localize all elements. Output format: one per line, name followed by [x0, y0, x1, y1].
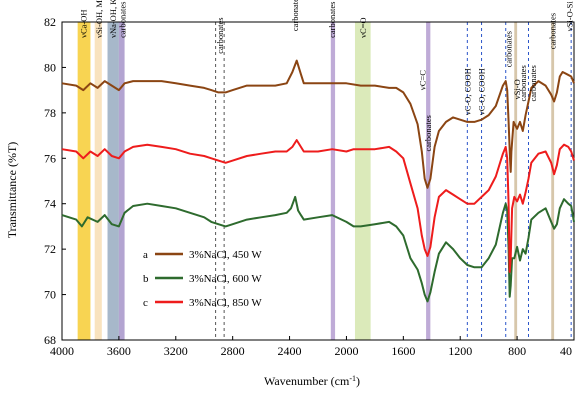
annotation-0: νCa-OH	[78, 9, 88, 37]
x-axis-label-main: Wavenumber (cm	[264, 374, 350, 388]
series-line-b	[61, 195, 575, 303]
y-tick-label-3: 74	[44, 197, 56, 211]
annotation-11: νC-O, COOH	[477, 68, 487, 115]
annotation-12: carbonates	[504, 31, 514, 67]
annotation-4: carbonates	[215, 17, 225, 53]
annotations: νCa-OH νSi-OH, Mg-OH νNa-OH, K-OH carbonate…	[78, 0, 574, 152]
highlight-bands	[77, 22, 555, 340]
annotation-14: carbonates	[518, 65, 528, 101]
annotation-5: carbonates	[290, 0, 300, 31]
y-tick-label-4: 76	[44, 151, 56, 165]
highlight-band-6	[426, 22, 431, 340]
legend-letter-b: b	[143, 273, 149, 285]
marker-lines	[215, 22, 572, 340]
highlight-band-2	[107, 22, 119, 340]
annotation-8: νC=C	[418, 70, 428, 90]
x-tick-label-9: 40	[560, 344, 572, 358]
series-line-c	[61, 139, 575, 273]
series-line-a	[61, 59, 575, 189]
x-tick-label-5: 2000	[334, 344, 358, 358]
x-axis-label: Wavenumber (cm-1)	[264, 374, 360, 388]
highlight-band-1	[94, 22, 102, 340]
x-tick-label-3: 2800	[221, 344, 245, 358]
annotation-7: νC=O	[358, 17, 368, 37]
y-axis-label: Transmittance (%T)	[5, 142, 19, 239]
highlight-band-7	[514, 22, 518, 340]
legend-label-c: 3%NaCl, 850 W	[189, 297, 262, 309]
legend: a 3%NaCl, 450 W b 3%NaCl, 600 W c 3%NaCl, 850…	[143, 249, 262, 309]
x-tick-label-2: 3200	[164, 344, 188, 358]
x-axis-label-sup: -1	[349, 374, 356, 383]
annotation-17: νSi-O-Si	[565, 1, 575, 31]
y-tick-label-1: 70	[44, 288, 56, 302]
annotation-13: νSi-O	[512, 79, 522, 99]
plot-frame	[61, 21, 575, 341]
annotation-9: carbonates	[423, 115, 433, 151]
x-tick-label-6: 1600	[391, 344, 415, 358]
highlight-band-0	[77, 22, 91, 340]
x-axis-label-close: )	[356, 374, 360, 388]
y-tick-label-0: 68	[44, 333, 56, 347]
x-tick-label-4: 2400	[278, 344, 302, 358]
annotation-3: carbonates	[117, 2, 127, 38]
y-tick-label-7: 82	[44, 15, 56, 29]
legend-label-b: 3%NaCl, 600 W	[189, 273, 262, 285]
x-tick-label-0: 4000	[50, 344, 74, 358]
y-tick-label-5: 78	[44, 106, 56, 120]
legend-label-a: 3%NaCl, 450 W	[189, 249, 262, 261]
annotation-10: νC-O, COOH	[462, 68, 472, 115]
axes: 68 70 72 74 76 78 80 82 4000 3600 3200 2800 2400 2000…	[44, 15, 575, 358]
highlight-band-8	[551, 22, 555, 340]
y-tick-label-6: 80	[44, 60, 56, 74]
x-tick-label-8: 800	[508, 344, 526, 358]
series-layer	[61, 59, 575, 303]
x-tick-label-7: 1200	[448, 344, 472, 358]
x-tick-label-1: 3600	[107, 344, 131, 358]
y-tick-label-2: 72	[44, 242, 56, 256]
legend-letter-a: a	[143, 249, 148, 261]
legend-letter-c: c	[143, 297, 148, 309]
highlight-band-3	[118, 22, 125, 340]
annotation-1: νSi-OH, Mg-OH	[94, 0, 104, 38]
annotation-2: νNa-OH, K-OH	[108, 0, 118, 38]
annotation-16: carbonates	[548, 13, 558, 49]
highlight-band-4	[330, 22, 336, 340]
annotation-15: carbonates	[528, 65, 538, 101]
highlight-band-5	[354, 22, 371, 340]
annotation-6: carbonates	[327, 2, 337, 38]
